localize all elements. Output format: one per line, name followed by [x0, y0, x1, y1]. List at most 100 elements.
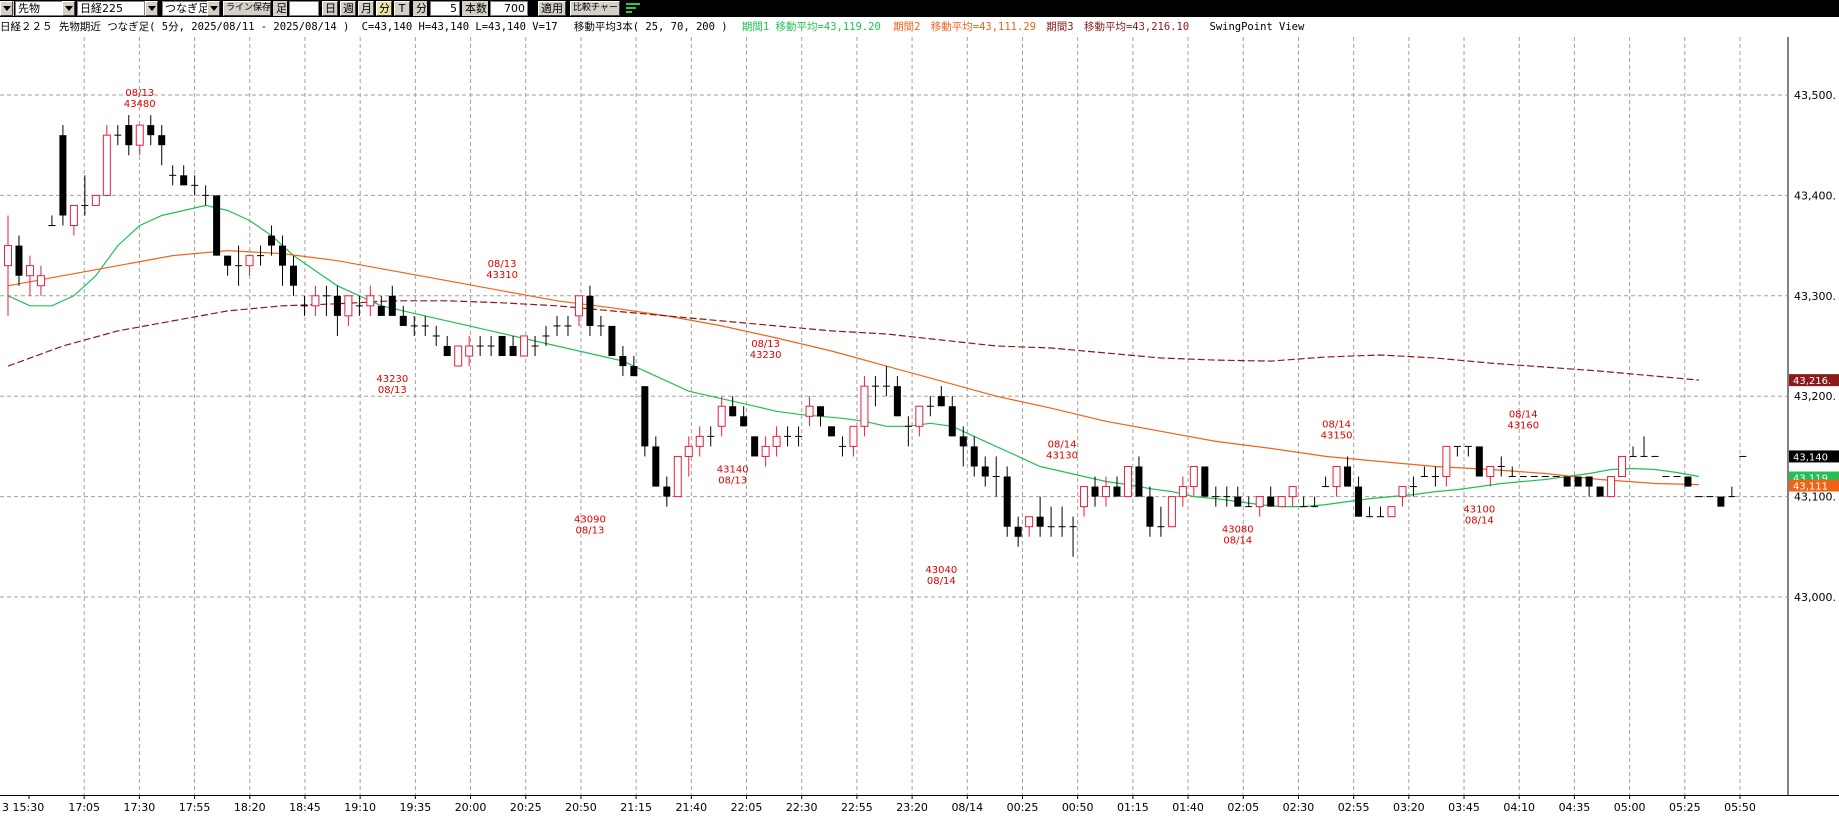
ma2-label: 期間2 — [893, 21, 921, 33]
candle — [1640, 436, 1648, 457]
candle — [740, 406, 748, 427]
candle — [673, 455, 682, 498]
candle-body — [684, 445, 693, 457]
y-tick-label: 43,100. — [1794, 491, 1836, 504]
candle-body — [1003, 476, 1011, 527]
week-button[interactable]: 週 — [340, 1, 356, 16]
candle — [751, 436, 759, 457]
candle — [1420, 466, 1428, 478]
candle — [1607, 476, 1616, 498]
candle — [1684, 476, 1692, 487]
menu-dropdown-icon[interactable] — [0, 1, 14, 16]
candle — [729, 396, 737, 417]
candle — [1201, 466, 1209, 497]
candle-body — [1091, 486, 1099, 497]
type-select[interactable]: つなぎ足 — [162, 1, 208, 16]
candle — [125, 115, 133, 156]
minute-button[interactable]: 分 — [376, 1, 392, 16]
candle — [1442, 445, 1451, 487]
candle — [1300, 496, 1308, 508]
type-dropdown-icon[interactable] — [207, 1, 220, 16]
candle-body — [1574, 476, 1582, 487]
month-button[interactable]: 月 — [358, 1, 374, 16]
swing-date-label: 08/13 — [576, 526, 605, 537]
market-dropdown-icon[interactable] — [62, 1, 75, 16]
candle — [135, 124, 144, 156]
candle-body — [15, 245, 23, 276]
y-tick-label: 43,500. — [1794, 89, 1836, 102]
candle — [1069, 516, 1077, 557]
bar-spinner[interactable] — [289, 1, 319, 16]
candle — [1014, 516, 1022, 547]
candle — [311, 285, 320, 316]
candle-body — [25, 265, 34, 277]
count-input[interactable]: 700 — [490, 1, 528, 16]
market-select[interactable]: 先物 — [15, 1, 63, 16]
swing-price-label: 43230 — [376, 374, 408, 385]
candle — [245, 255, 254, 276]
candle-body — [751, 436, 759, 457]
candle-body — [1596, 486, 1604, 497]
ma70-line — [7, 249, 1699, 486]
compare-chart-button[interactable]: 比較チャート — [570, 1, 620, 16]
candle-body — [761, 445, 770, 457]
candle — [992, 456, 1000, 497]
interval-input[interactable]: 5 — [430, 1, 460, 16]
candle — [257, 245, 265, 266]
candle — [410, 315, 418, 336]
candle — [1409, 476, 1417, 497]
swing-price-label: 43310 — [486, 270, 518, 281]
candle — [191, 175, 199, 196]
line-save-button[interactable]: ライン保存 — [223, 1, 271, 16]
candle-body — [1135, 466, 1143, 497]
candle — [399, 305, 407, 326]
price-tag: 43,111 — [1789, 479, 1839, 493]
price-tag-bg — [1789, 479, 1839, 492]
candle — [1585, 476, 1593, 497]
swing-date-label: 08/14 — [1223, 536, 1252, 547]
swing-date-label: 08/13 — [378, 385, 407, 396]
ma200-line — [7, 300, 1699, 381]
price-tag: 43,216. — [1789, 374, 1839, 387]
candle — [235, 245, 243, 286]
candle — [1322, 476, 1330, 488]
x-tick-label: 00:25 — [1007, 801, 1039, 814]
candle — [1717, 496, 1725, 507]
swing-date-label: 08/13 — [751, 339, 780, 350]
candle-body — [245, 255, 254, 267]
candle-body — [1201, 466, 1209, 497]
candle-body — [1585, 476, 1593, 487]
ashi-label: 足 — [273, 1, 287, 16]
candle-body — [366, 295, 375, 307]
swing-price-label: 43080 — [1222, 525, 1254, 536]
index-select[interactable]: 日経225 — [77, 1, 145, 16]
x-tick-label: 02:05 — [1227, 801, 1259, 814]
candle-body — [268, 235, 276, 246]
candle — [1596, 486, 1604, 497]
candle-body — [1178, 486, 1187, 498]
apply-button[interactable]: 適用 — [538, 1, 566, 16]
y-tick-label: 43,400. — [1794, 189, 1836, 202]
candle-body — [1025, 516, 1034, 528]
equalizer-icon[interactable] — [624, 1, 642, 16]
index-dropdown-icon[interactable] — [145, 1, 158, 16]
candle — [641, 386, 649, 457]
swing-date-label: 08/14 — [927, 576, 956, 587]
candle-body — [69, 204, 78, 227]
candle-body — [805, 405, 814, 417]
tick-button[interactable]: T — [394, 1, 410, 16]
candle — [520, 335, 529, 357]
swing-date-label: 08/14 — [1509, 409, 1538, 420]
x-tick-label: 20:50 — [565, 801, 597, 814]
x-tick-label: 02:55 — [1338, 801, 1370, 814]
swing-price-label: 43160 — [1507, 420, 1539, 431]
candle-body — [1234, 496, 1242, 507]
candle-body — [1475, 446, 1483, 477]
x-tick-label: 00:50 — [1062, 801, 1094, 814]
candle — [608, 325, 616, 357]
x-axis: 3 15:30 17:05 17:30 17:55 18:20 18:45 19:10 19:… — [0, 795, 1839, 814]
x-tick-label: 08/14 — [951, 801, 983, 814]
day-button[interactable]: 日 — [322, 1, 338, 16]
price-chart[interactable]: 43,000. 43,100. 43,200. 43,300. 43,400. 43,50… — [0, 37, 1839, 795]
candle-body — [817, 406, 825, 417]
